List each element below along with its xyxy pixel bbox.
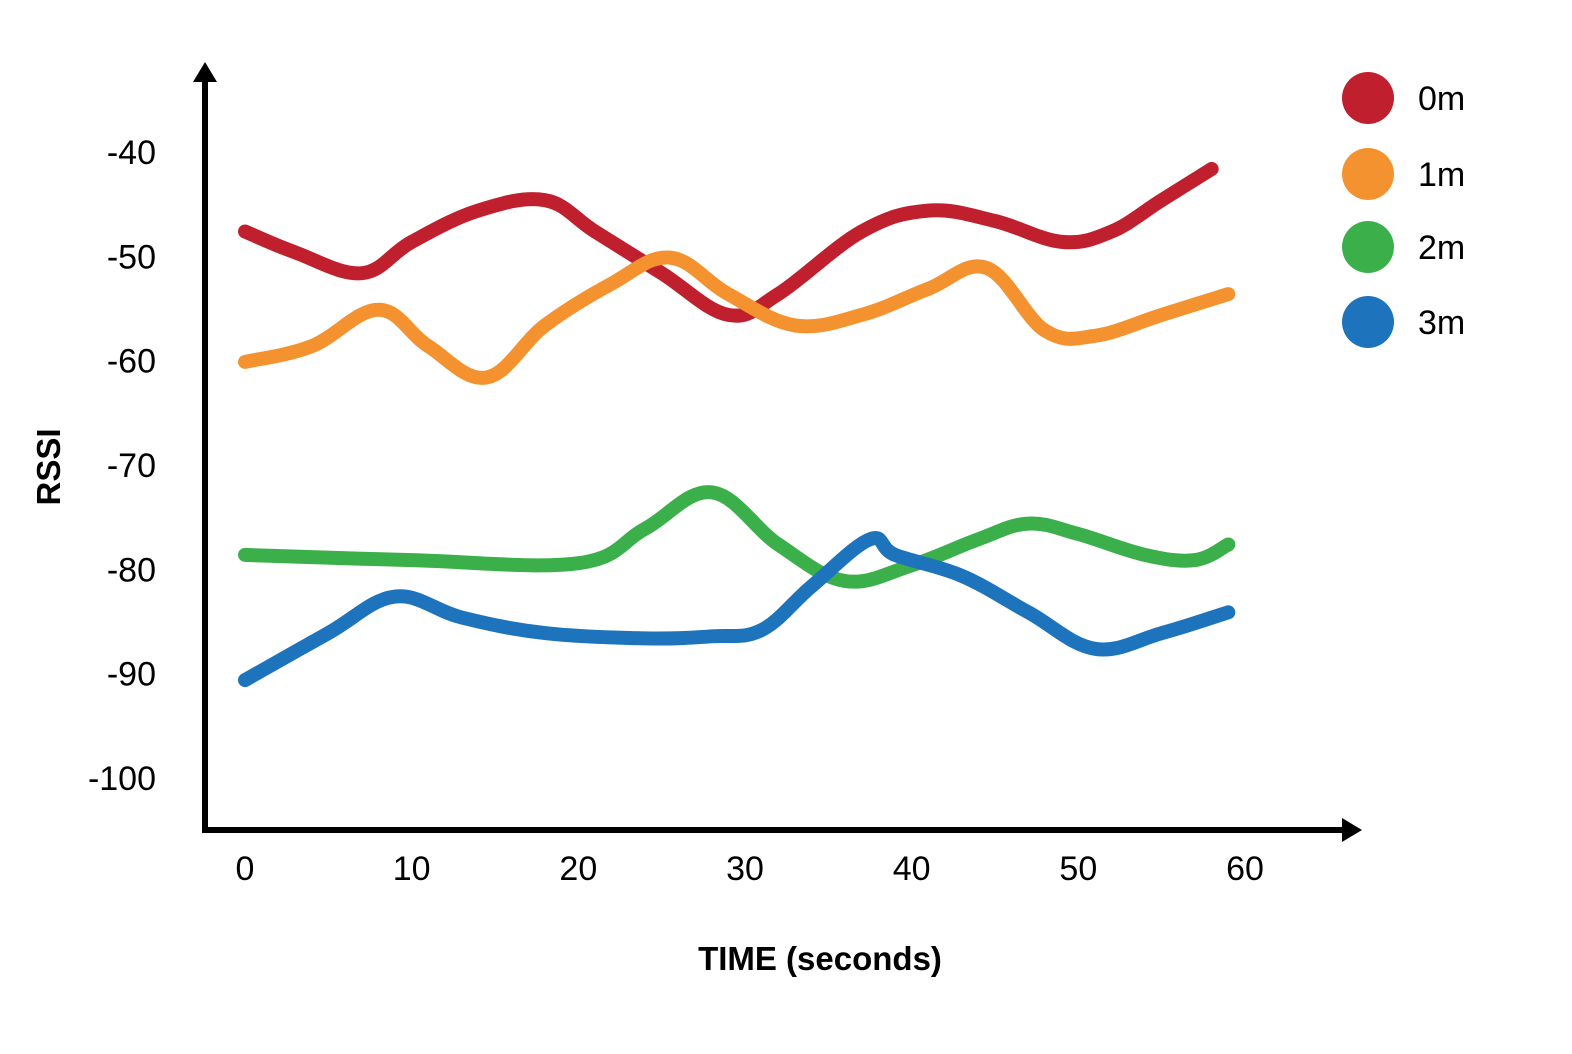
x-tick-label: 60	[1226, 850, 1264, 888]
series-line-3m	[238, 531, 1236, 688]
y-tick-label: -80	[107, 551, 156, 589]
legend-label: 2m	[1418, 229, 1465, 267]
legend-item-1m: 1m	[1342, 148, 1465, 200]
x-tick-label: 50	[1059, 850, 1097, 888]
x-tick-label: 0	[236, 850, 255, 888]
y-axis-arrow	[193, 62, 217, 82]
legend-item-0m: 0m	[1342, 72, 1465, 124]
legend-swatch	[1342, 296, 1394, 348]
series-lines	[238, 161, 1236, 688]
y-tick-labels: -40 -50 -60 -70 -80 -90 -100	[88, 134, 156, 798]
series-line-1m	[238, 250, 1236, 385]
x-tick-label: 10	[393, 850, 431, 888]
legend-swatch	[1342, 72, 1394, 124]
y-axis-title: RSSI	[30, 428, 67, 505]
y-tick-label: -40	[107, 134, 156, 172]
y-tick-label: -50	[107, 238, 156, 276]
x-tick-labels: 0 10 20 30 40 50 60	[236, 850, 1264, 888]
legend: 0m 1m 2m 3m	[1342, 72, 1465, 348]
axes	[193, 62, 1362, 842]
x-axis-arrow	[1342, 818, 1362, 842]
legend-label: 3m	[1418, 304, 1465, 342]
y-tick-label: -60	[107, 343, 156, 381]
legend-label: 1m	[1418, 156, 1465, 194]
x-tick-label: 30	[726, 850, 764, 888]
series-line-2m	[238, 485, 1236, 589]
series-line-0m	[238, 161, 1219, 323]
legend-swatch	[1342, 221, 1394, 273]
y-tick-label: -70	[107, 447, 156, 485]
x-axis-title: TIME (seconds)	[698, 940, 942, 977]
legend-label: 0m	[1418, 80, 1465, 118]
legend-swatch	[1342, 148, 1394, 200]
x-tick-label: 20	[559, 850, 597, 888]
legend-item-2m: 2m	[1342, 221, 1465, 273]
y-tick-label: -100	[88, 760, 156, 798]
y-tick-label: -90	[107, 656, 156, 694]
x-tick-label: 40	[893, 850, 931, 888]
legend-item-3m: 3m	[1342, 296, 1465, 348]
